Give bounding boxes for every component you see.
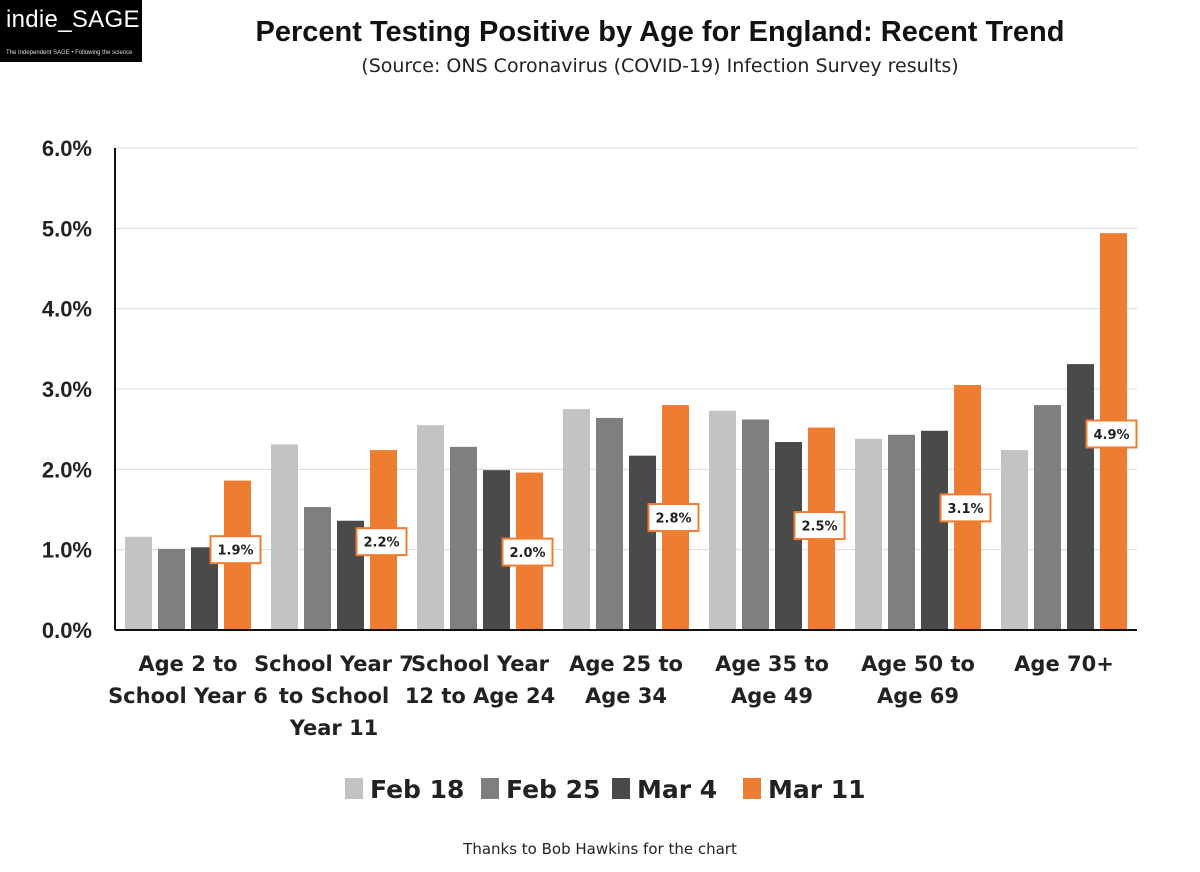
x-category-label: Age 69 — [877, 684, 959, 708]
y-tick-label: 5.0% — [42, 216, 92, 241]
x-category-label: Age 35 to — [715, 652, 829, 676]
x-category-label: to School — [279, 684, 389, 708]
legend-swatch — [612, 778, 630, 799]
legend-swatch — [743, 778, 761, 799]
bar — [629, 455, 656, 630]
legend-label: Mar 11 — [768, 775, 866, 804]
bar — [742, 419, 769, 630]
bar — [1034, 405, 1061, 630]
y-tick-label: 4.0% — [42, 297, 92, 322]
bar — [1067, 364, 1094, 630]
data-label: 2.8% — [655, 512, 691, 527]
bar — [304, 507, 331, 630]
y-tick-label: 1.0% — [42, 538, 92, 563]
logo-text: indie_SAGE — [6, 6, 140, 33]
y-tick-label: 0.0% — [42, 618, 92, 643]
data-label-box — [647, 503, 700, 533]
legend-label: Mar 4 — [637, 775, 717, 804]
bar — [158, 548, 185, 630]
x-category-label: Age 49 — [731, 684, 813, 708]
data-label-box — [355, 527, 408, 557]
x-category-label: Year 11 — [289, 716, 379, 740]
bar — [417, 425, 444, 630]
y-tick-label: 6.0% — [42, 136, 92, 161]
data-label-box — [209, 535, 262, 565]
bar — [1001, 450, 1028, 630]
logo-tagline: The Independent SAGE • Following the sci… — [6, 50, 133, 56]
x-category-label: Age 70+ — [1014, 652, 1114, 676]
data-label: 3.1% — [947, 502, 983, 517]
data-label-box — [793, 511, 846, 541]
bar — [450, 446, 477, 630]
indie-sage-logo: indie_SAGE The Independent SAGE • Follow… — [0, 0, 142, 62]
y-tick-label: 3.0% — [42, 377, 92, 402]
x-category-label: Age 2 to — [138, 652, 237, 676]
data-label: 2.2% — [363, 536, 399, 551]
x-category-label: School Year 7 — [254, 652, 414, 676]
data-label-box — [501, 537, 554, 567]
bar — [596, 417, 623, 630]
legend-label: Feb 18 — [370, 775, 464, 804]
y-tick-label: 2.0% — [42, 457, 92, 482]
x-category-label: School Year 6 — [108, 684, 268, 708]
bar — [921, 430, 948, 630]
x-category-label: Age 50 to — [861, 652, 975, 676]
legend-swatch — [345, 778, 363, 799]
data-label: 2.5% — [801, 520, 837, 535]
bar — [271, 444, 298, 630]
bar — [125, 536, 152, 630]
x-category-label: 12 to Age 24 — [405, 684, 555, 708]
chart-title: Percent Testing Positive by Age for Engl… — [255, 16, 1065, 48]
data-label: 1.9% — [217, 544, 253, 559]
chart-credit: Thanks to Bob Hawkins for the chart — [463, 840, 737, 858]
bar — [563, 409, 590, 630]
legend-label: Feb 25 — [506, 775, 600, 804]
chart-subtitle: (Source: ONS Coronavirus (COVID-19) Infe… — [361, 55, 959, 77]
x-category-label: School Year — [411, 652, 550, 676]
x-category-label: Age 25 to — [569, 652, 683, 676]
legend-swatch — [481, 778, 499, 799]
bar — [855, 438, 882, 630]
bar — [888, 434, 915, 630]
data-label-box — [939, 493, 992, 523]
x-category-label: Age 34 — [585, 684, 667, 708]
bar — [709, 410, 736, 630]
data-label: 4.9% — [1093, 428, 1129, 443]
data-label-box — [1085, 419, 1138, 449]
data-label: 2.0% — [509, 546, 545, 561]
